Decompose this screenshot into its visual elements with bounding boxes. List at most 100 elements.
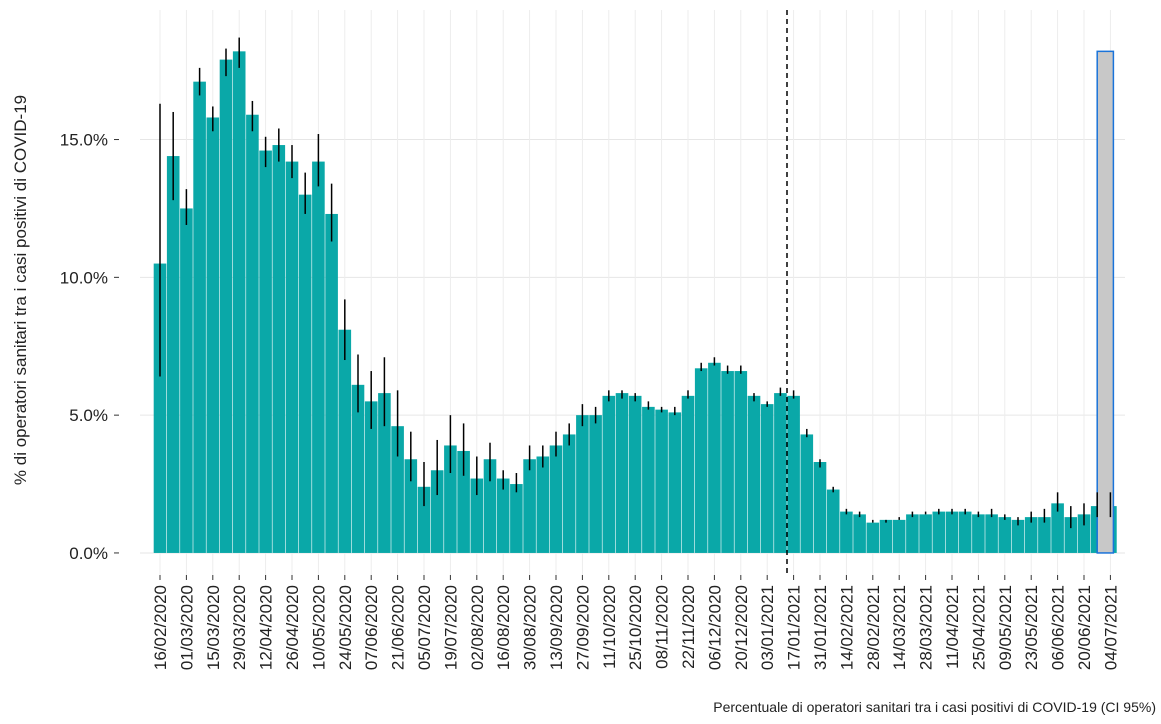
bar [378,393,391,553]
bar [800,434,814,553]
x-tick-label: 20/06/2021 [1075,585,1094,670]
bar [510,484,523,553]
bar [602,395,616,553]
bar [945,511,959,553]
x-tick-label: 17/01/2021 [785,585,804,670]
x-tick-label: 28/02/2021 [864,585,883,670]
x-tick-label: 01/03/2020 [177,585,196,670]
x-tick-label: 19/07/2020 [441,585,460,670]
x-tick-label: 31/01/2021 [811,585,830,670]
x-tick-label: 10/05/2020 [309,585,328,670]
y-tick-label: 10.0% [60,268,108,287]
x-tick-label: 06/12/2020 [705,585,724,670]
x-tick-label: 29/03/2020 [230,585,249,670]
caption: Percentuale di operatori sanitari tra i … [713,699,1156,715]
bar [246,114,259,553]
bar [404,459,418,553]
x-tick-label: 09/05/2021 [996,585,1015,670]
bar [312,161,325,553]
x-tick-label: 24/05/2020 [336,585,355,670]
bar [417,486,431,553]
y-tick-label: 5.0% [69,406,108,425]
bar [734,371,748,553]
bar [958,511,972,553]
bar [708,362,721,553]
x-tick-label: 26/04/2020 [283,585,302,670]
bar [747,395,761,553]
x-tick-label: 30/08/2020 [521,585,540,670]
x-tick-label: 23/05/2021 [1022,585,1041,670]
bar [866,522,880,553]
bar [642,406,655,553]
bar [628,395,642,553]
bar [470,478,484,553]
bar [153,263,167,553]
bar [1077,514,1091,553]
bar [694,368,708,553]
bar [813,462,827,553]
bar [180,208,193,553]
bar [430,470,444,553]
x-tick-label: 21/06/2020 [389,585,408,670]
x-tick-label: 28/03/2021 [917,585,936,670]
x-tick-label: 25/10/2020 [626,585,645,670]
x-tick-label: 15/03/2020 [204,585,223,670]
x-tick-label: 02/08/2020 [468,585,487,670]
x-tick-label: 11/04/2021 [943,585,962,669]
bar [219,59,233,553]
y-axis-title: % di operatori sanitari tra i casi posit… [11,95,30,485]
y-tick-label: 0.0% [69,544,108,563]
x-tick-label: 11/10/2020 [600,585,619,669]
x-tick-label: 25/04/2021 [969,585,988,670]
bar [774,393,787,553]
x-tick-label: 03/01/2021 [758,585,777,670]
x-tick-label: 16/02/2020 [151,585,170,670]
x-tick-label: 16/08/2020 [494,585,513,670]
bar [760,404,774,553]
x-tick-label: 14/03/2021 [890,585,909,670]
bar [681,395,695,553]
bar [457,450,470,553]
bar [193,81,206,553]
bar [721,371,734,553]
bar [840,511,853,553]
x-tick-label: 22/11/2020 [679,585,698,669]
bar [285,161,299,553]
bar [1064,517,1078,553]
x-tick-label: 06/06/2021 [1049,585,1068,670]
bar [1011,519,1025,553]
bar [259,150,272,553]
highlight-bar [1096,50,1115,554]
bar [536,456,550,553]
bar [338,329,352,553]
y-tick-label: 15.0% [60,131,108,150]
x-tick-label: 14/02/2021 [837,585,856,670]
bar [1038,517,1051,553]
bar [589,415,602,553]
bar [496,478,510,553]
bar [1051,503,1064,553]
x-tick-label: 08/11/2020 [653,585,672,669]
bar [483,459,497,553]
bar [523,459,536,553]
bar [351,384,365,553]
bar [298,194,312,553]
x-tick-label: 05/07/2020 [415,585,434,670]
bar [444,445,457,553]
bar [364,401,378,553]
bar [826,489,840,553]
bar [166,156,180,553]
bar [325,213,338,553]
bar [576,415,589,553]
bar [615,393,629,553]
bar [919,514,932,553]
x-tick-label: 27/09/2020 [573,585,592,670]
bar [668,412,682,553]
bar [853,514,866,553]
x-tick-label: 12/04/2020 [257,585,276,670]
bar [391,426,404,553]
bar [906,514,919,553]
bar [272,145,286,553]
bar [892,519,906,553]
x-tick-label: 13/09/2020 [547,585,566,670]
